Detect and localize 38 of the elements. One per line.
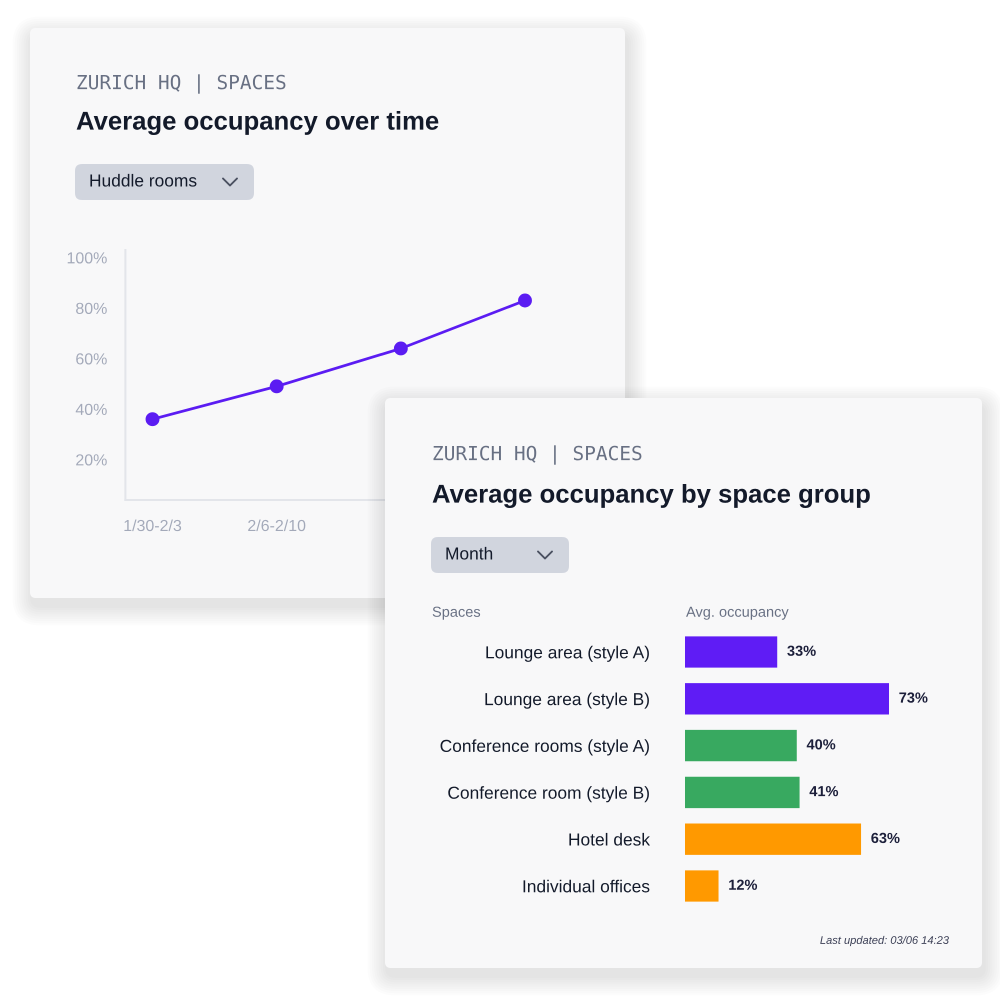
data-label: 40% (806, 739, 836, 750)
x-tick-label: 2/6-2/10 (248, 519, 306, 532)
y-tick-label: 80% (76, 302, 107, 314)
chart-title: Average occupancy by space group (432, 484, 870, 508)
chart-title: Average occupancy over time (76, 110, 438, 136)
bar (685, 870, 719, 902)
bar (685, 776, 800, 808)
y-tick-label: Lounge area (style A) (486, 646, 649, 662)
point (146, 412, 160, 426)
chart-subtitle: ZURICH HQ | SPACES (77, 74, 286, 94)
data-label: 73% (899, 692, 928, 703)
bar (685, 824, 862, 855)
point (394, 342, 408, 356)
y-tick-label: 100% (68, 252, 107, 264)
y-tick-label: Conference room (style B) (448, 786, 649, 802)
chart-subtitle: ZURICH HQ | SPACES (433, 445, 642, 465)
data-label: 12% (729, 880, 758, 890)
point (270, 379, 284, 394)
y-tick-label: 60% (76, 353, 107, 365)
y-axis-title: Spaces (432, 606, 480, 620)
y-tick-label: Individual offices (524, 880, 650, 892)
data-label: 63% (871, 832, 900, 844)
point (518, 294, 532, 308)
bar (685, 730, 797, 762)
text: Huddle rooms (90, 174, 196, 187)
y-tick-label: 40% (76, 404, 107, 416)
y-tick-label: Lounge area (style B) (485, 692, 649, 709)
data-label: 41% (810, 786, 838, 796)
text: Last updated: 03/06 14:23 (820, 936, 949, 946)
x-axis-title: Avg. occupancy (686, 606, 789, 620)
bar (685, 636, 778, 668)
text: Month (446, 546, 492, 560)
data-label: 33% (787, 646, 816, 656)
y-tick-label: 20% (76, 454, 107, 466)
x-tick-label: 1/30-2/3 (124, 519, 182, 532)
bar (685, 683, 889, 714)
y-tick-label: Conference rooms (style A) (440, 739, 649, 756)
y-tick-label: Hotel desk (569, 832, 650, 846)
